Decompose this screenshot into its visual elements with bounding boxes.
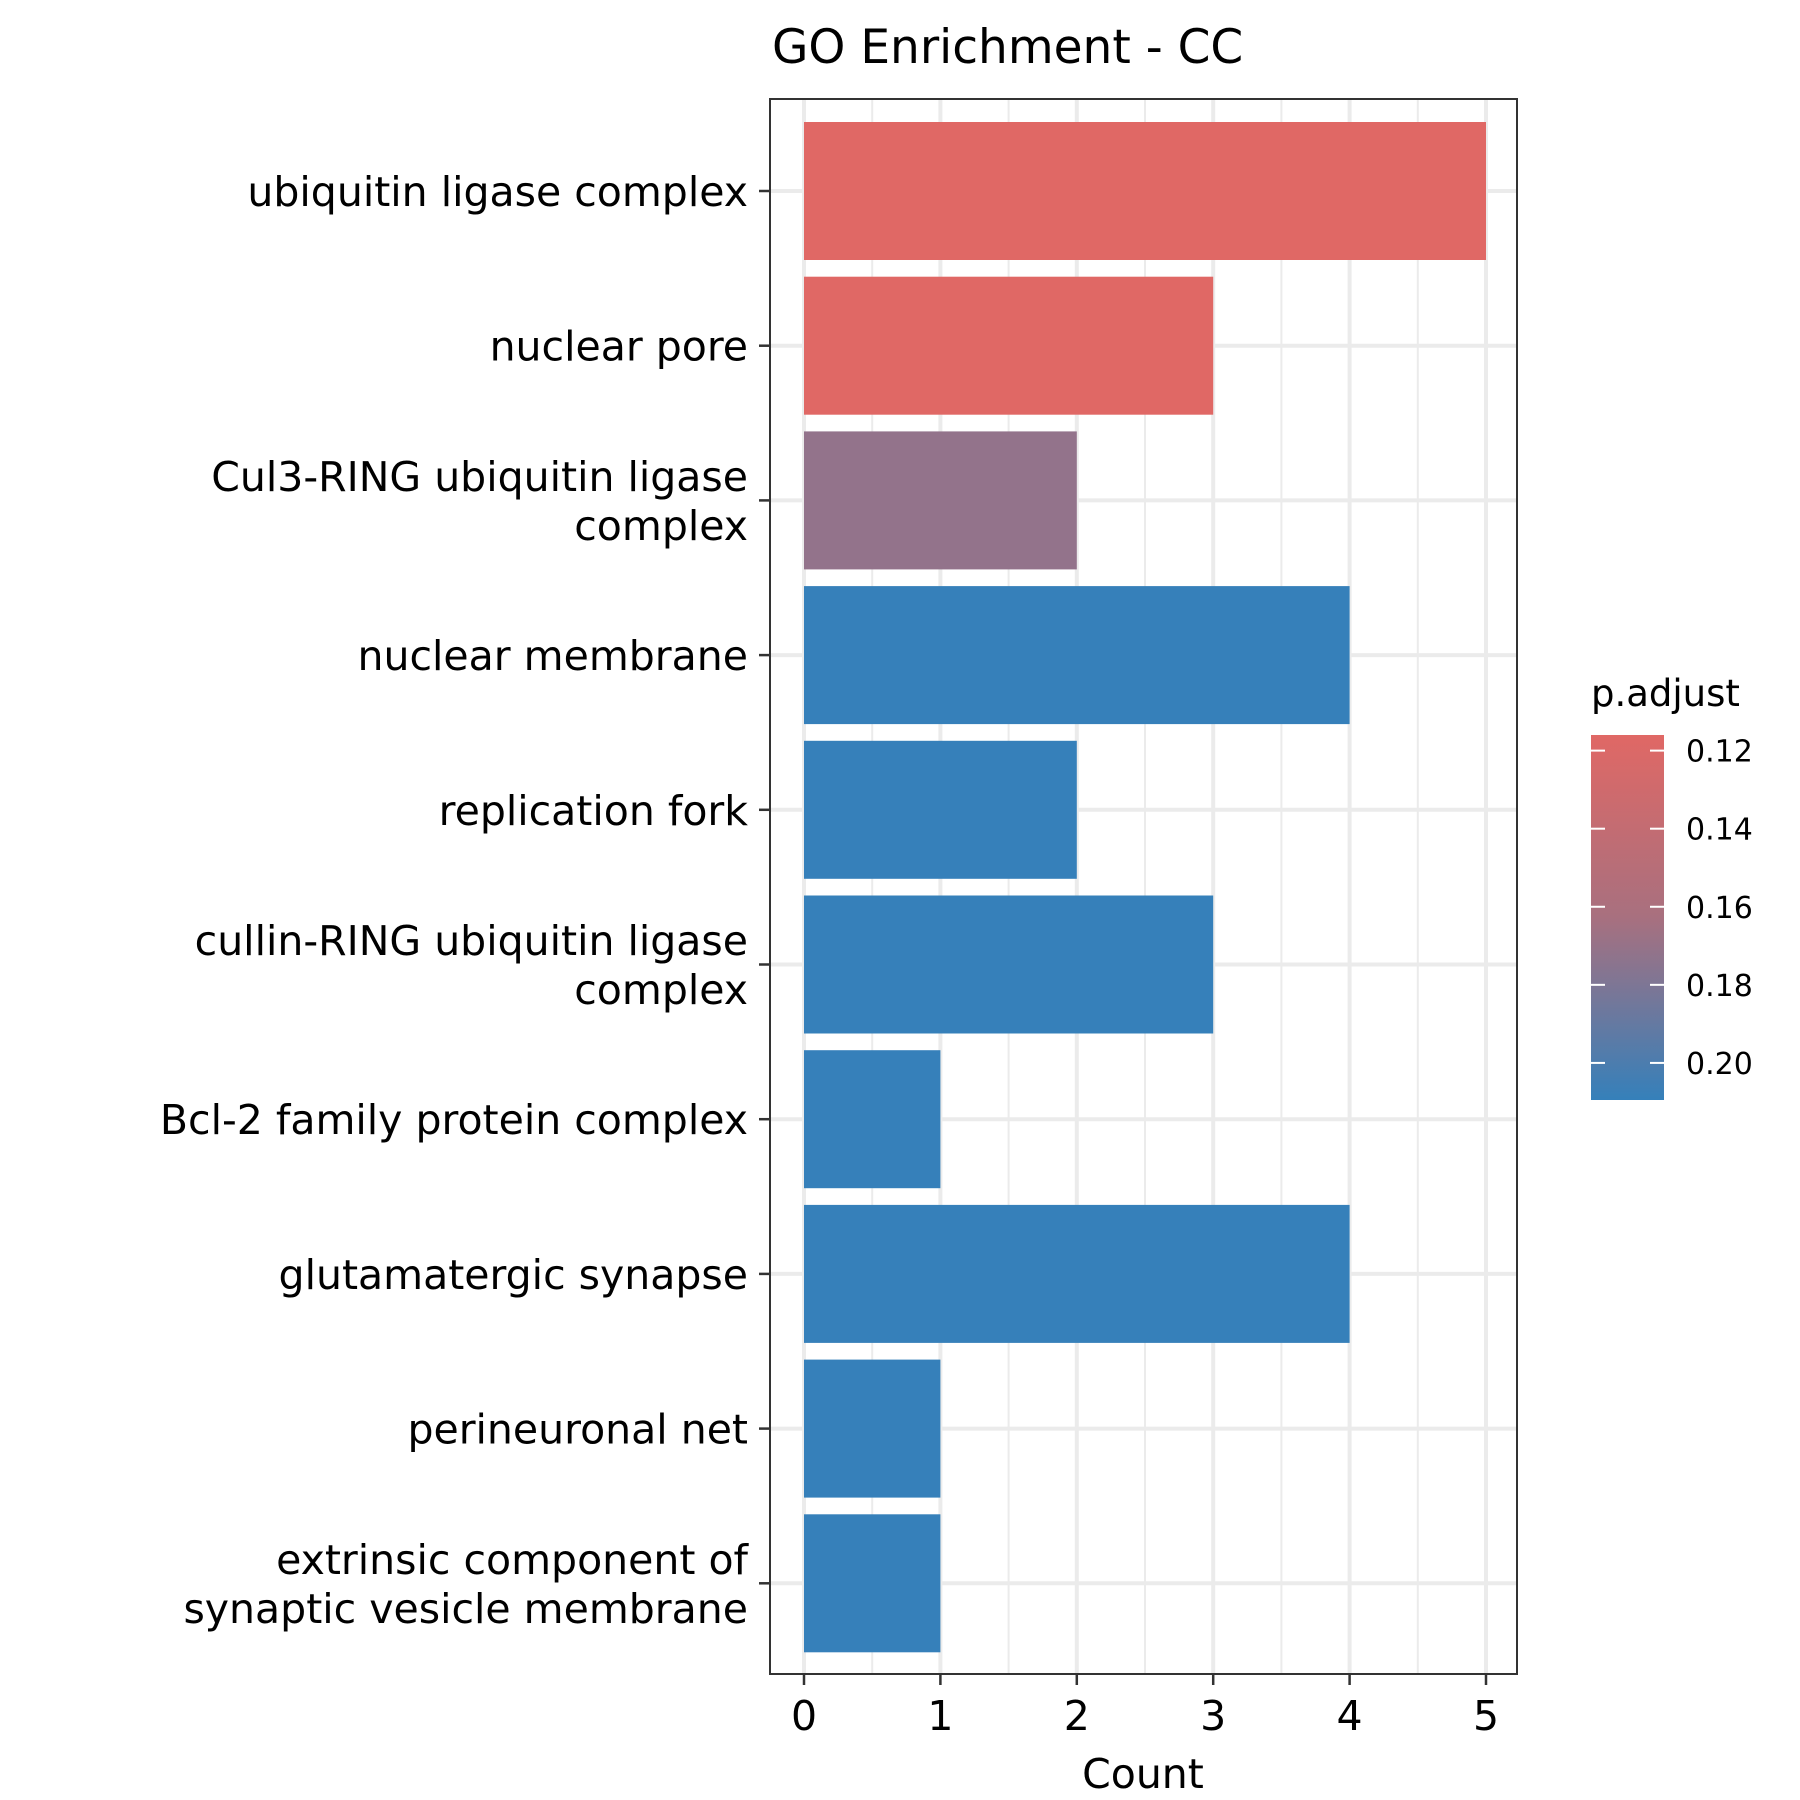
legend-tick-label: 0.16 <box>1686 891 1753 926</box>
category-label-line: Cul3-RING ubiquitin ligase <box>211 453 748 501</box>
legend-tick-label: 0.20 <box>1686 1047 1753 1082</box>
category-label-line: nuclear membrane <box>358 632 748 680</box>
x-tick-label: 3 <box>1200 1692 1226 1740</box>
bars <box>804 122 1486 1653</box>
category-label-line: perineuronal net <box>407 1406 748 1454</box>
category-label: nuclear membrane <box>358 632 748 680</box>
color-legend: p.adjust 0.12 0.14 0.16 0.18 0.20 <box>1591 672 1753 1100</box>
category-label-line: glutamatergic synapse <box>279 1251 748 1299</box>
x-tick-label: 2 <box>1064 1692 1090 1740</box>
category-label: replication fork <box>439 787 749 835</box>
category-label: nuclear pore <box>490 323 748 371</box>
category-label-line: ubiquitin ligase complex <box>247 168 748 216</box>
plot-panel-border <box>769 98 1518 1675</box>
bar <box>804 431 1077 570</box>
bar <box>804 122 1486 260</box>
x-tick-label: 1 <box>927 1692 953 1740</box>
chart-title: GO Enrichment - CC <box>772 20 1243 75</box>
category-label-line: synaptic vesicle membrane <box>183 1585 748 1633</box>
bar <box>804 740 1077 879</box>
category-label-line: extrinsic component of <box>276 1536 749 1584</box>
bar <box>804 895 1214 1034</box>
category-label: Cul3-RING ubiquitin ligase complex <box>211 453 748 550</box>
y-axis: ubiquitin ligase complex nuclear pore Cul3… <box>160 168 770 1633</box>
category-label-line: complex <box>574 502 748 550</box>
bar <box>804 1359 941 1498</box>
category-label-line: Bcl-2 family protein complex <box>160 1096 748 1144</box>
category-label: extrinsic component of synaptic vesicle m… <box>183 1536 749 1633</box>
bar <box>804 1514 941 1653</box>
category-label-line: nuclear pore <box>490 323 748 371</box>
category-label: cullin-RING ubiquitin ligase complex <box>195 917 748 1014</box>
category-label: ubiquitin ligase complex <box>247 168 748 216</box>
category-label: Bcl-2 family protein complex <box>160 1096 748 1144</box>
x-tick-label: 0 <box>791 1692 817 1740</box>
legend-tick-label: 0.18 <box>1686 969 1753 1004</box>
legend-tick-label: 0.14 <box>1686 813 1753 848</box>
category-label-line: cullin-RING ubiquitin ligase <box>195 917 748 965</box>
legend-colorbar <box>1591 735 1664 1100</box>
category-label-line: replication fork <box>439 787 749 835</box>
bar <box>804 586 1350 725</box>
x-axis-title: Count <box>1082 1750 1204 1798</box>
bar <box>804 1204 1350 1343</box>
x-tick-label: 5 <box>1473 1692 1499 1740</box>
legend-tick-label: 0.12 <box>1686 735 1753 770</box>
category-label: perineuronal net <box>407 1406 748 1454</box>
x-axis: 0 1 2 3 4 5 <box>791 1674 1499 1740</box>
category-label: glutamatergic synapse <box>279 1251 748 1299</box>
bar <box>804 1050 941 1189</box>
legend-title: p.adjust <box>1591 672 1740 715</box>
bar <box>804 276 1214 415</box>
x-tick-label: 4 <box>1337 1692 1363 1740</box>
category-label-line: complex <box>574 966 748 1014</box>
